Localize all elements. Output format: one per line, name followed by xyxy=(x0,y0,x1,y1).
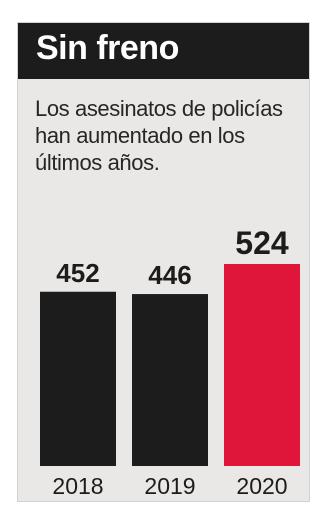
value-label-2019: 446 xyxy=(148,260,191,290)
category-label-2018: 2018 xyxy=(52,473,103,499)
category-label-2020: 2020 xyxy=(236,473,287,499)
chart-subtitle: Los asesinatos de policías han aumentado… xyxy=(35,96,283,175)
bar-2019 xyxy=(132,294,208,466)
bar-chart: 452 2018 446 2019 524 2020 xyxy=(40,225,300,499)
value-label-2018: 452 xyxy=(56,258,99,288)
bar-2020 xyxy=(224,263,300,466)
infographic-card: Sin freno Los asesinatos de policías han… xyxy=(17,22,310,502)
chart-title: Sin freno xyxy=(36,29,179,67)
value-label-2020: 524 xyxy=(235,225,289,261)
title-band: Sin freno xyxy=(18,23,309,79)
bar-2018 xyxy=(40,291,116,466)
category-label-2019: 2019 xyxy=(144,473,195,499)
